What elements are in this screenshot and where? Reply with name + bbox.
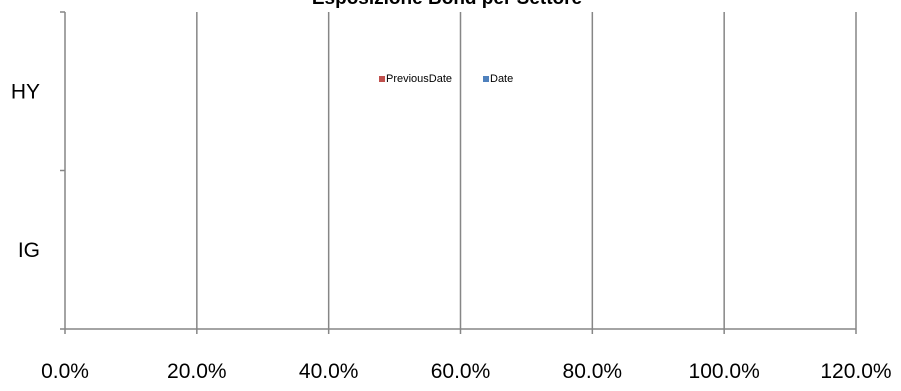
y-category-labels: HY IG [11, 80, 40, 262]
legend-label-previousdate: PreviousDate [386, 73, 452, 85]
x-tick-label: 60.0% [431, 360, 491, 383]
axes [60, 11, 857, 334]
x-tick-labels: 0.0% 20.0% 40.0% 60.0% 80.0% 100.0% 120.0% [41, 360, 892, 383]
legend-swatch-previousdate [379, 76, 385, 82]
x-tick-label: 100.0% [689, 360, 760, 383]
x-tick-label: 20.0% [167, 360, 227, 383]
x-tick-label: 80.0% [563, 360, 623, 383]
legend-swatch-date [483, 76, 489, 82]
x-tick-label: 0.0% [41, 360, 89, 383]
legend-label-date: Date [490, 73, 513, 85]
x-tick-label: 40.0% [299, 360, 359, 383]
category-label-hy: HY [11, 80, 40, 103]
chart-title: Esposizione Bond per Settore [312, 0, 582, 9]
gridlines [196, 12, 857, 329]
category-label-ig: IG [18, 239, 40, 262]
legend: PreviousDate Date [379, 73, 513, 85]
x-tick-label: 120.0% [820, 360, 891, 383]
